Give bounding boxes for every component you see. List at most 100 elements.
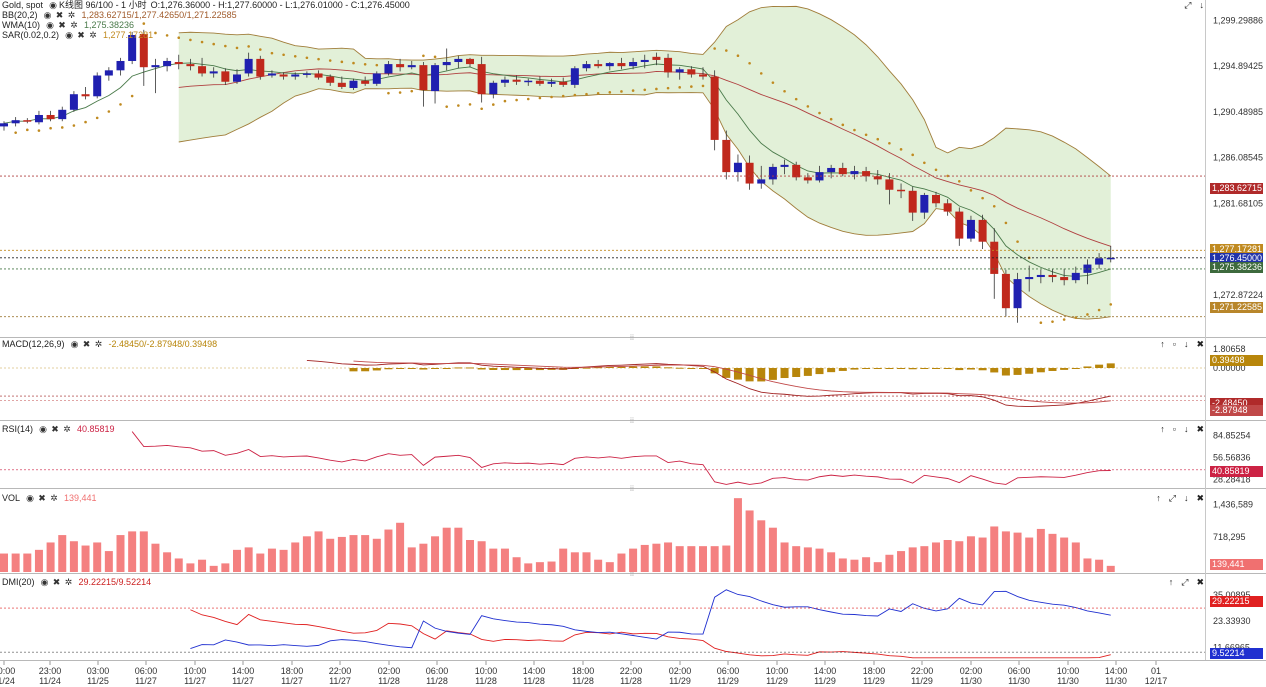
gear-icon[interactable]: ✲ [67, 9, 76, 20]
candle-up[interactable] [128, 35, 137, 61]
candle-down[interactable] [943, 203, 952, 212]
candle-down[interactable] [466, 58, 474, 65]
candle-up[interactable] [34, 114, 43, 123]
gear-icon[interactable]: ✲ [64, 576, 73, 587]
candle-down[interactable] [652, 56, 661, 60]
candle-up[interactable] [582, 64, 591, 69]
candle-down[interactable] [803, 177, 812, 181]
resize-handle-icon[interactable]: ⁞⁞ [630, 486, 634, 493]
candle-down[interactable] [885, 179, 894, 190]
candle-down[interactable] [1001, 273, 1010, 309]
candle-up[interactable] [233, 74, 241, 82]
candle-down[interactable] [186, 64, 195, 67]
candle-down[interactable] [256, 58, 265, 77]
candle-down[interactable] [512, 79, 521, 82]
candle-up[interactable] [291, 74, 300, 77]
candle-down[interactable] [419, 65, 428, 91]
resize-handle-icon[interactable]: ⁞⁞ [630, 418, 634, 425]
candle-down[interactable] [326, 76, 335, 83]
candle-down[interactable] [1048, 274, 1057, 278]
candle-down[interactable] [932, 194, 940, 204]
gear-icon[interactable]: ✲ [94, 338, 103, 349]
candle-up[interactable] [1036, 274, 1045, 278]
arrow-down-icon[interactable]: ↓ [1183, 339, 1189, 349]
candle-up[interactable] [629, 62, 638, 67]
eye-icon[interactable]: ◉ [26, 492, 34, 503]
candle-up[interactable] [0, 123, 8, 127]
candle-up[interactable] [58, 109, 67, 120]
candle-up[interactable] [489, 82, 498, 95]
candle-down[interactable] [838, 167, 847, 175]
candle-up[interactable] [920, 194, 929, 213]
candle-up[interactable] [1013, 279, 1022, 309]
arrow-up-icon[interactable]: ↑ [1168, 577, 1174, 587]
arrow-up-icon[interactable]: ↑ [1156, 493, 1161, 503]
candle-up[interactable] [1095, 258, 1104, 265]
eye-icon[interactable]: ◉ [70, 338, 79, 349]
candle-up[interactable] [675, 69, 684, 73]
close-icon[interactable]: ✖ [1196, 339, 1204, 349]
close-icon[interactable]: ✖ [1196, 424, 1204, 434]
candle-down[interactable] [559, 81, 568, 85]
candle-up[interactable] [349, 80, 358, 88]
candle-up[interactable] [524, 80, 533, 83]
candle-down[interactable] [978, 219, 987, 242]
eye-icon[interactable]: ◉ [46, 19, 54, 30]
candle-up[interactable] [454, 58, 463, 63]
candle-down[interactable] [873, 176, 882, 180]
eye-icon[interactable]: ◉ [39, 423, 47, 434]
candle-down[interactable] [955, 211, 964, 239]
arrow-down-icon[interactable]: ↓ [1183, 424, 1189, 434]
candle-down[interactable] [722, 139, 731, 173]
candle-down[interactable] [279, 74, 288, 77]
eye-icon[interactable]: ◉ [43, 9, 52, 20]
candle-up[interactable] [104, 70, 113, 76]
arrow-down-icon[interactable]: ↓ [1199, 0, 1205, 10]
candle-down[interactable] [687, 69, 696, 75]
candle-down[interactable] [699, 74, 707, 77]
close-icon[interactable]: ✖ [38, 492, 46, 503]
candle-up[interactable] [116, 60, 125, 71]
maximize-icon[interactable]: ▫ [1172, 424, 1176, 434]
candle-up[interactable] [407, 65, 416, 68]
candle-down[interactable] [23, 120, 32, 122]
close-icon[interactable]: ✖ [58, 19, 66, 30]
close-icon[interactable]: ✖ [1196, 493, 1204, 503]
candle-up[interactable] [151, 65, 160, 68]
candle-up[interactable] [384, 64, 393, 74]
candle-up[interactable] [850, 171, 859, 175]
resize-handle-icon[interactable]: ⁞⁞ [630, 335, 634, 342]
candle-up[interactable] [605, 63, 614, 67]
candle-up[interactable] [442, 62, 451, 66]
candle-up[interactable] [768, 166, 777, 180]
candle-up[interactable] [69, 94, 78, 110]
candle-down[interactable] [1060, 277, 1069, 281]
candle-down[interactable] [594, 64, 603, 67]
candle-down[interactable] [198, 66, 207, 74]
candle-down[interactable] [46, 114, 55, 120]
candle-down[interactable] [535, 80, 544, 84]
gear-icon[interactable]: ✲ [70, 19, 78, 30]
gear-icon[interactable]: ✲ [50, 492, 58, 503]
candle-down[interactable] [396, 64, 405, 68]
candle-up[interactable] [209, 71, 218, 74]
candle-up[interactable] [431, 65, 440, 92]
candle-up[interactable] [780, 164, 789, 167]
maximize-icon[interactable]: ▫ [1172, 339, 1176, 349]
candle-up[interactable] [1071, 272, 1080, 281]
candle-up[interactable] [1106, 257, 1115, 260]
gear-icon[interactable]: ✲ [63, 423, 71, 434]
candle-up[interactable] [757, 179, 766, 184]
candle-up[interactable] [640, 59, 649, 63]
candle-down[interactable] [617, 63, 626, 67]
candle-down[interactable] [792, 164, 801, 178]
eye-icon[interactable]: ◉ [40, 576, 49, 587]
close-icon[interactable]: ✖ [77, 29, 85, 40]
candle-up[interactable] [570, 68, 579, 85]
candle-down[interactable] [477, 64, 486, 95]
candle-up[interactable] [1025, 277, 1034, 280]
gear-icon[interactable]: ✲ [89, 29, 97, 40]
close-icon[interactable]: ✖ [82, 338, 91, 349]
candle-down[interactable] [897, 189, 906, 192]
